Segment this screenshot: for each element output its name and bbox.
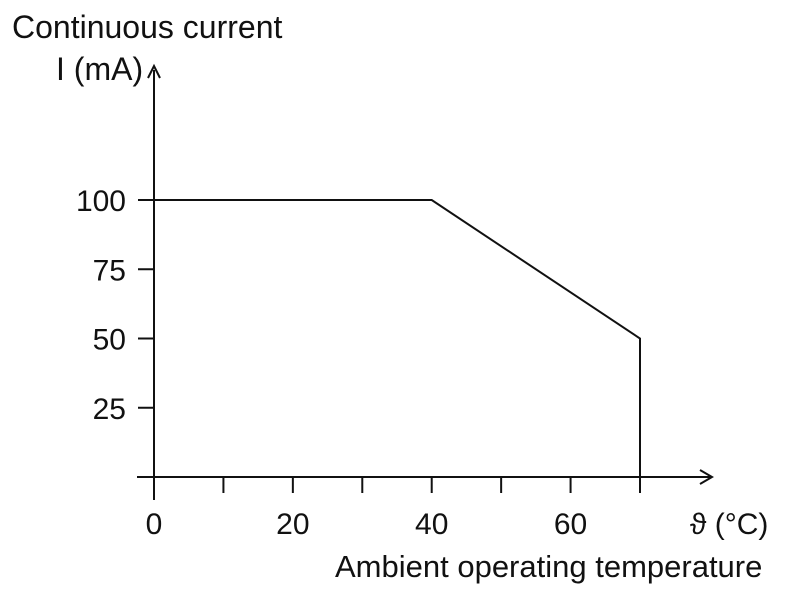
x-tick-label-20: 20: [276, 508, 309, 541]
x-axis-arrow: [699, 469, 714, 485]
y-tick-label-50: 50: [93, 324, 126, 357]
axes: [137, 63, 714, 500]
series-line-0: [154, 199, 641, 477]
series: [154, 199, 641, 477]
x-axis-unit-label: ϑ (°C): [690, 508, 768, 541]
ticks: 0 20 40 60 25 50 75 100: [76, 185, 641, 541]
x-tick-label-40: 40: [415, 508, 448, 541]
y-axis-arrow: [147, 63, 161, 79]
y-axis-unit-label: I (mA): [56, 51, 143, 87]
x-tick-label-0: 0: [146, 508, 163, 541]
y-tick-label-25: 25: [93, 393, 126, 426]
x-axis-title: Ambient operating temperature: [335, 549, 762, 584]
y-axis-title: Continuous current: [12, 9, 282, 45]
x-tick-label-60: 60: [554, 508, 587, 541]
y-tick-label-75: 75: [93, 254, 126, 287]
y-tick-label-100: 100: [76, 185, 126, 218]
